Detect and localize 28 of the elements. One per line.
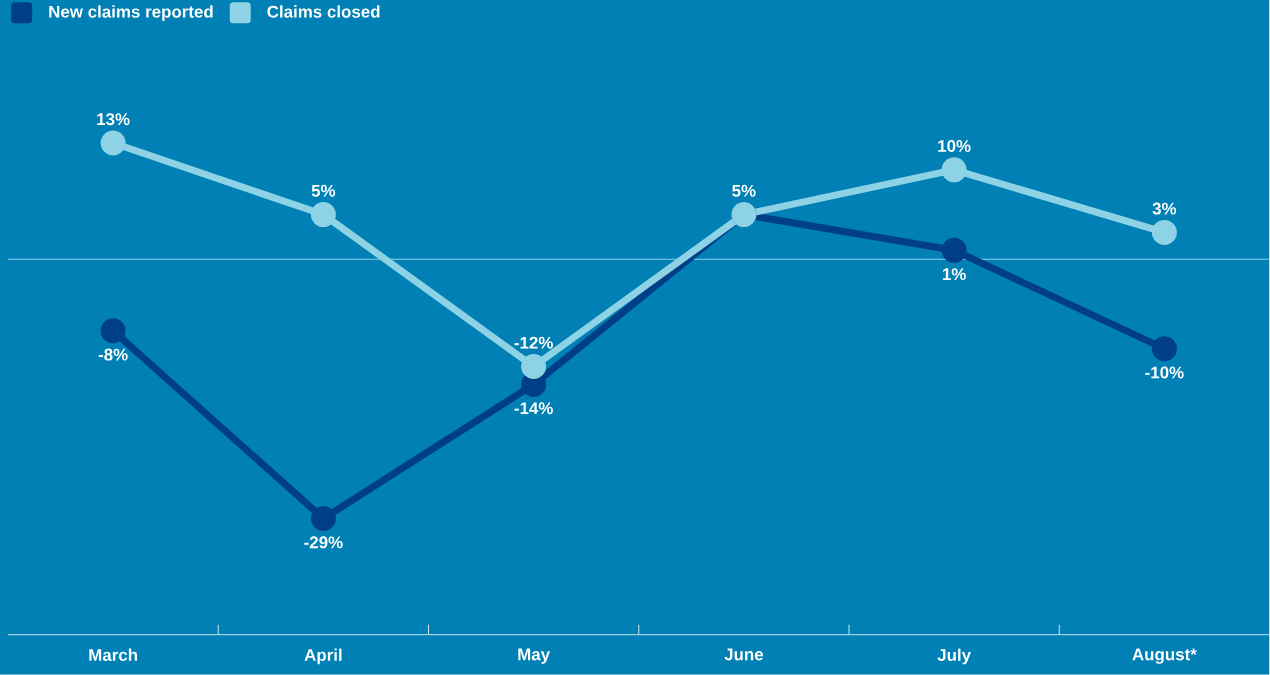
x-tick-label: March xyxy=(89,648,138,662)
point xyxy=(310,202,336,228)
x-tick-label: July xyxy=(937,648,971,665)
point xyxy=(941,237,967,263)
point xyxy=(100,130,126,156)
x-tick-label: April xyxy=(304,648,342,665)
legend-label: New claims reported xyxy=(49,5,213,22)
point xyxy=(521,354,547,380)
data-label: -10% xyxy=(1145,366,1184,379)
point xyxy=(310,506,336,532)
data-label: 13% xyxy=(97,113,130,126)
data-label: 3% xyxy=(1152,202,1177,215)
legend-label: Claims closed xyxy=(267,5,380,18)
data-label: -12% xyxy=(514,336,553,349)
point xyxy=(100,318,126,344)
point xyxy=(1151,220,1177,246)
point xyxy=(1151,336,1177,362)
x-tick-label: June xyxy=(724,648,764,661)
data-label: 1% xyxy=(942,268,966,281)
data-label: -14% xyxy=(514,402,553,415)
data-label: -8% xyxy=(98,348,128,361)
x-tick-label: August* xyxy=(1132,648,1197,664)
data-label: 5% xyxy=(311,184,336,197)
data-label: -29% xyxy=(304,536,343,549)
point xyxy=(941,157,967,183)
data-label: 5% xyxy=(732,184,756,197)
x-tick-label: May xyxy=(518,648,551,664)
data-label: 10% xyxy=(938,140,971,153)
